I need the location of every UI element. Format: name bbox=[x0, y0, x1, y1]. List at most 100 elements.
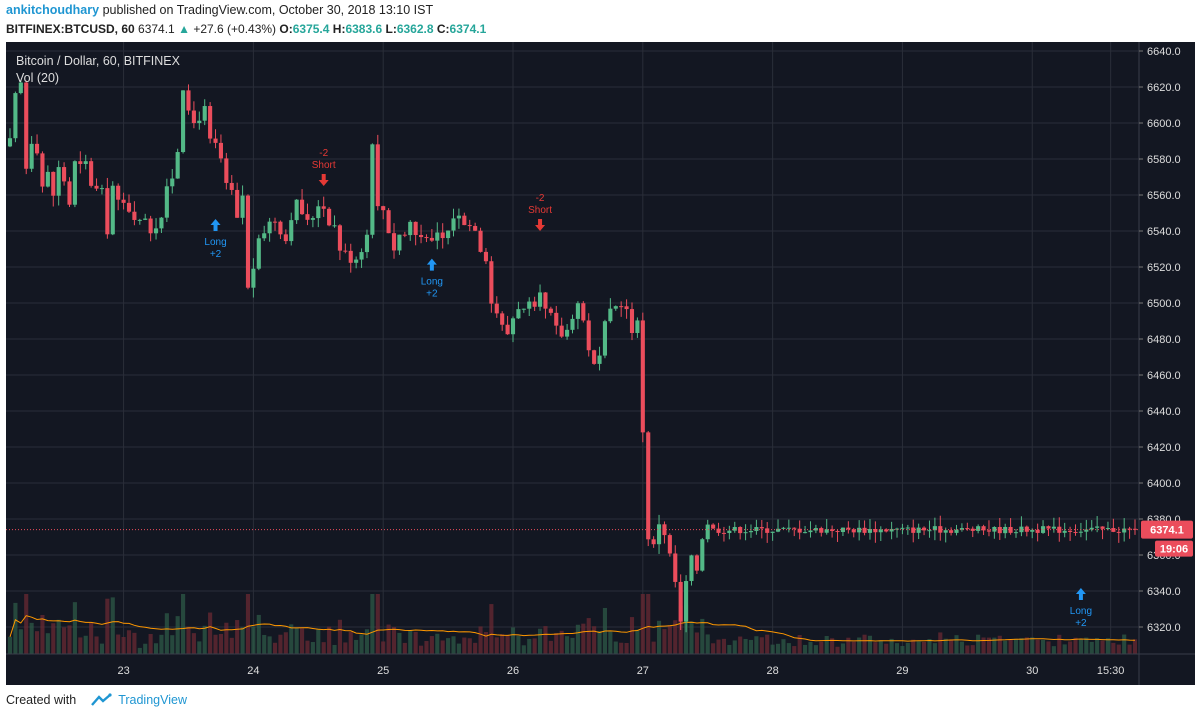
candle[interactable] bbox=[99, 184, 105, 195]
candle[interactable] bbox=[732, 521, 737, 533]
candle[interactable] bbox=[846, 521, 851, 534]
candle[interactable] bbox=[56, 160, 61, 206]
candle[interactable] bbox=[905, 524, 910, 535]
candle[interactable] bbox=[678, 574, 683, 631]
candles[interactable] bbox=[7, 80, 1138, 633]
candle[interactable] bbox=[651, 536, 656, 548]
candle[interactable] bbox=[456, 208, 461, 229]
time-axis[interactable]: 23 24 25 26 27 28 29 30 15:30 bbox=[6, 653, 1195, 677]
candle[interactable] bbox=[803, 525, 808, 534]
candle[interactable] bbox=[965, 522, 970, 531]
candle[interactable] bbox=[532, 296, 537, 311]
candle[interactable] bbox=[1068, 526, 1073, 541]
candle[interactable] bbox=[1116, 526, 1121, 543]
candle[interactable] bbox=[505, 315, 510, 335]
candle[interactable] bbox=[938, 515, 943, 541]
candle[interactable] bbox=[992, 526, 997, 539]
candle[interactable] bbox=[575, 301, 580, 330]
candle[interactable] bbox=[332, 215, 337, 228]
candle[interactable] bbox=[143, 213, 148, 221]
candle[interactable] bbox=[170, 169, 175, 194]
candle[interactable] bbox=[359, 248, 364, 268]
candle[interactable] bbox=[310, 216, 315, 228]
candle[interactable] bbox=[148, 215, 153, 242]
candle[interactable] bbox=[775, 519, 781, 533]
candle[interactable] bbox=[586, 313, 591, 357]
candle[interactable] bbox=[218, 134, 223, 163]
candle[interactable] bbox=[916, 523, 921, 540]
candle[interactable] bbox=[51, 171, 56, 207]
candle[interactable] bbox=[673, 545, 678, 588]
candle[interactable] bbox=[981, 524, 986, 535]
candle[interactable] bbox=[748, 524, 754, 538]
candle[interactable] bbox=[7, 128, 13, 148]
candle[interactable] bbox=[786, 519, 791, 533]
candle[interactable] bbox=[646, 431, 651, 547]
price-axis[interactable]: 6320.06340.06360.06380.06400.06420.06440… bbox=[6, 42, 1193, 685]
candle[interactable] bbox=[83, 154, 88, 170]
candle[interactable] bbox=[240, 185, 245, 225]
candle[interactable] bbox=[419, 224, 424, 244]
candle[interactable] bbox=[570, 314, 575, 334]
chart-container[interactable]: Long +2 -2 Short Long +2 -2 Short Long +2 6320.0 6… bbox=[6, 42, 1195, 685]
candle[interactable] bbox=[608, 298, 613, 324]
candle[interactable] bbox=[483, 247, 489, 265]
candle[interactable] bbox=[337, 224, 342, 261]
candle[interactable] bbox=[321, 196, 326, 217]
candle[interactable] bbox=[1040, 520, 1046, 534]
candle[interactable] bbox=[548, 306, 553, 316]
candle[interactable] bbox=[364, 229, 370, 259]
candle[interactable] bbox=[684, 575, 689, 633]
candle[interactable] bbox=[105, 177, 110, 239]
candle[interactable] bbox=[1013, 529, 1019, 538]
candle[interactable] bbox=[429, 229, 434, 242]
candle[interactable] bbox=[640, 312, 645, 443]
candle[interactable] bbox=[208, 102, 213, 144]
candle[interactable] bbox=[1105, 521, 1111, 531]
candle[interactable] bbox=[689, 554, 694, 586]
candle[interactable] bbox=[78, 151, 83, 174]
candle[interactable] bbox=[743, 524, 748, 541]
long-signal[interactable]: Long+2 bbox=[204, 219, 227, 260]
candle[interactable] bbox=[229, 175, 234, 195]
candle[interactable] bbox=[624, 299, 629, 319]
candle[interactable] bbox=[40, 151, 45, 193]
candle[interactable] bbox=[537, 284, 543, 311]
candle[interactable] bbox=[959, 523, 964, 532]
candle[interactable] bbox=[13, 91, 18, 143]
candle[interactable] bbox=[89, 157, 94, 188]
candle[interactable] bbox=[976, 524, 981, 534]
candle[interactable] bbox=[197, 111, 202, 130]
candle[interactable] bbox=[629, 302, 635, 341]
candle[interactable] bbox=[1035, 523, 1040, 542]
candle[interactable] bbox=[927, 520, 932, 538]
candle[interactable] bbox=[34, 134, 40, 156]
candle[interactable] bbox=[1008, 518, 1013, 535]
candle[interactable] bbox=[435, 222, 440, 250]
candle[interactable] bbox=[759, 519, 764, 539]
candle[interactable] bbox=[792, 527, 797, 537]
candle[interactable] bbox=[289, 212, 294, 246]
candle[interactable] bbox=[408, 220, 413, 241]
candle[interactable] bbox=[348, 243, 353, 273]
candle[interactable] bbox=[18, 80, 23, 95]
candle[interactable] bbox=[840, 527, 845, 537]
candle[interactable] bbox=[213, 129, 218, 149]
candle[interactable] bbox=[1100, 526, 1105, 540]
candle[interactable] bbox=[354, 256, 359, 269]
candle[interactable] bbox=[327, 207, 332, 227]
candle[interactable] bbox=[164, 178, 169, 222]
candle[interactable] bbox=[126, 194, 132, 213]
candle[interactable] bbox=[1062, 522, 1067, 538]
candle[interactable] bbox=[510, 316, 516, 343]
candle[interactable] bbox=[116, 183, 121, 211]
candle[interactable] bbox=[554, 305, 559, 335]
long-signal[interactable]: Long+2 bbox=[421, 258, 443, 300]
candle[interactable] bbox=[813, 524, 818, 534]
candle[interactable] bbox=[565, 324, 570, 340]
candle[interactable] bbox=[986, 520, 992, 537]
candle[interactable] bbox=[462, 212, 467, 226]
